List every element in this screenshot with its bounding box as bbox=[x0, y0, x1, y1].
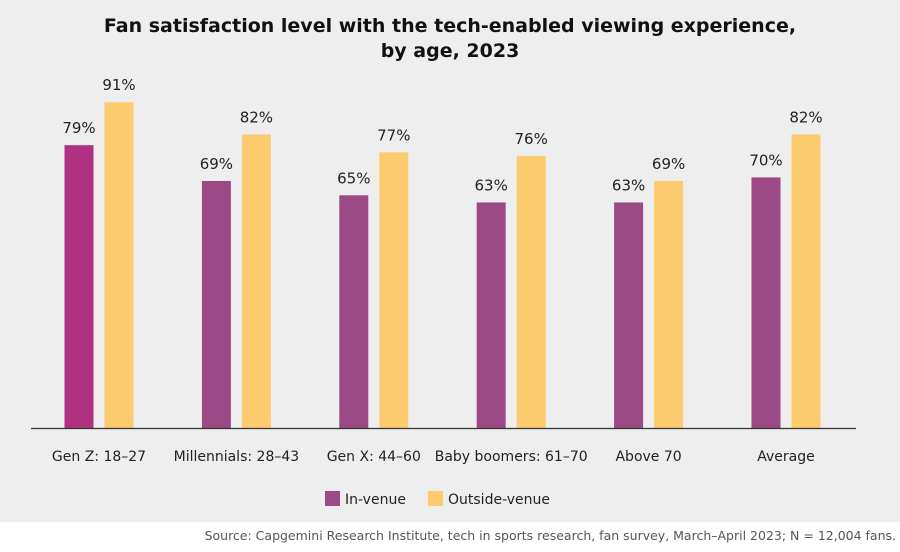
bar-outside-venue-average bbox=[791, 134, 821, 428]
data-label-in-venue-gen-x-44-60: 65% bbox=[337, 169, 370, 187]
bar-in-venue-average bbox=[751, 177, 781, 428]
data-label-in-venue-average: 70% bbox=[749, 151, 782, 169]
source-note: Source: Capgemini Research Institute, te… bbox=[204, 528, 896, 543]
legend: In-venue Outside-venue bbox=[325, 491, 550, 508]
bar-in-venue-gen-z-18-27 bbox=[64, 145, 94, 428]
bar-in-venue-gen-x-44-60 bbox=[339, 195, 369, 428]
bar-outside-venue-gen-x-44-60 bbox=[379, 152, 409, 428]
legend-label-outside-venue: Outside-venue bbox=[448, 492, 550, 508]
bar-chart: Fan satisfaction level with the tech-ena… bbox=[31, 15, 856, 508]
data-label-in-venue-gen-z-18-27: 79% bbox=[62, 119, 95, 137]
legend-swatch-outside-venue bbox=[428, 491, 443, 506]
bar-outside-venue-millennials-28-43 bbox=[241, 134, 271, 428]
bar-outside-venue-above-70 bbox=[654, 180, 684, 428]
data-label-outside-venue-millennials-28-43: 82% bbox=[240, 108, 273, 126]
bar-outside-venue-baby-boomers-61-70 bbox=[516, 155, 546, 429]
bar-in-venue-baby-boomers-61-70 bbox=[476, 202, 506, 428]
bar-in-venue-above-70 bbox=[614, 202, 644, 428]
bar-in-venue-millennials-28-43 bbox=[201, 180, 231, 428]
chart-title-line-1: Fan satisfaction level with the tech-ena… bbox=[104, 15, 796, 37]
data-label-in-venue-millennials-28-43: 69% bbox=[200, 155, 233, 173]
category-label-above-70: Above 70 bbox=[615, 449, 681, 465]
chart-title-line-2: by age, 2023 bbox=[381, 40, 520, 62]
data-label-outside-venue-gen-x-44-60: 77% bbox=[377, 126, 410, 144]
data-label-in-venue-above-70: 63% bbox=[612, 176, 645, 194]
category-label-gen-z-18-27: Gen Z: 18–27 bbox=[52, 449, 146, 465]
data-label-outside-venue-average: 82% bbox=[789, 108, 822, 126]
data-label-outside-venue-gen-z-18-27: 91% bbox=[102, 76, 135, 94]
bar-outside-venue-gen-z-18-27 bbox=[104, 102, 134, 428]
category-label-baby-boomers-61-70: Baby boomers: 61–70 bbox=[435, 449, 588, 465]
legend-label-in-venue: In-venue bbox=[345, 492, 406, 508]
category-label-millennials-28-43: Millennials: 28–43 bbox=[174, 449, 300, 465]
data-label-outside-venue-baby-boomers-61-70: 76% bbox=[515, 130, 548, 148]
category-label-average: Average bbox=[757, 449, 815, 465]
legend-swatch-in-venue bbox=[325, 491, 340, 506]
data-label-in-venue-baby-boomers-61-70: 63% bbox=[475, 176, 508, 194]
category-label-gen-x-44-60: Gen X: 44–60 bbox=[327, 449, 421, 465]
bars-group: 79% 91% Gen Z: 18–27 69% 82% Millennials: 28–… bbox=[52, 76, 823, 465]
chart-panel bbox=[0, 0, 900, 522]
data-label-outside-venue-above-70: 69% bbox=[652, 155, 685, 173]
